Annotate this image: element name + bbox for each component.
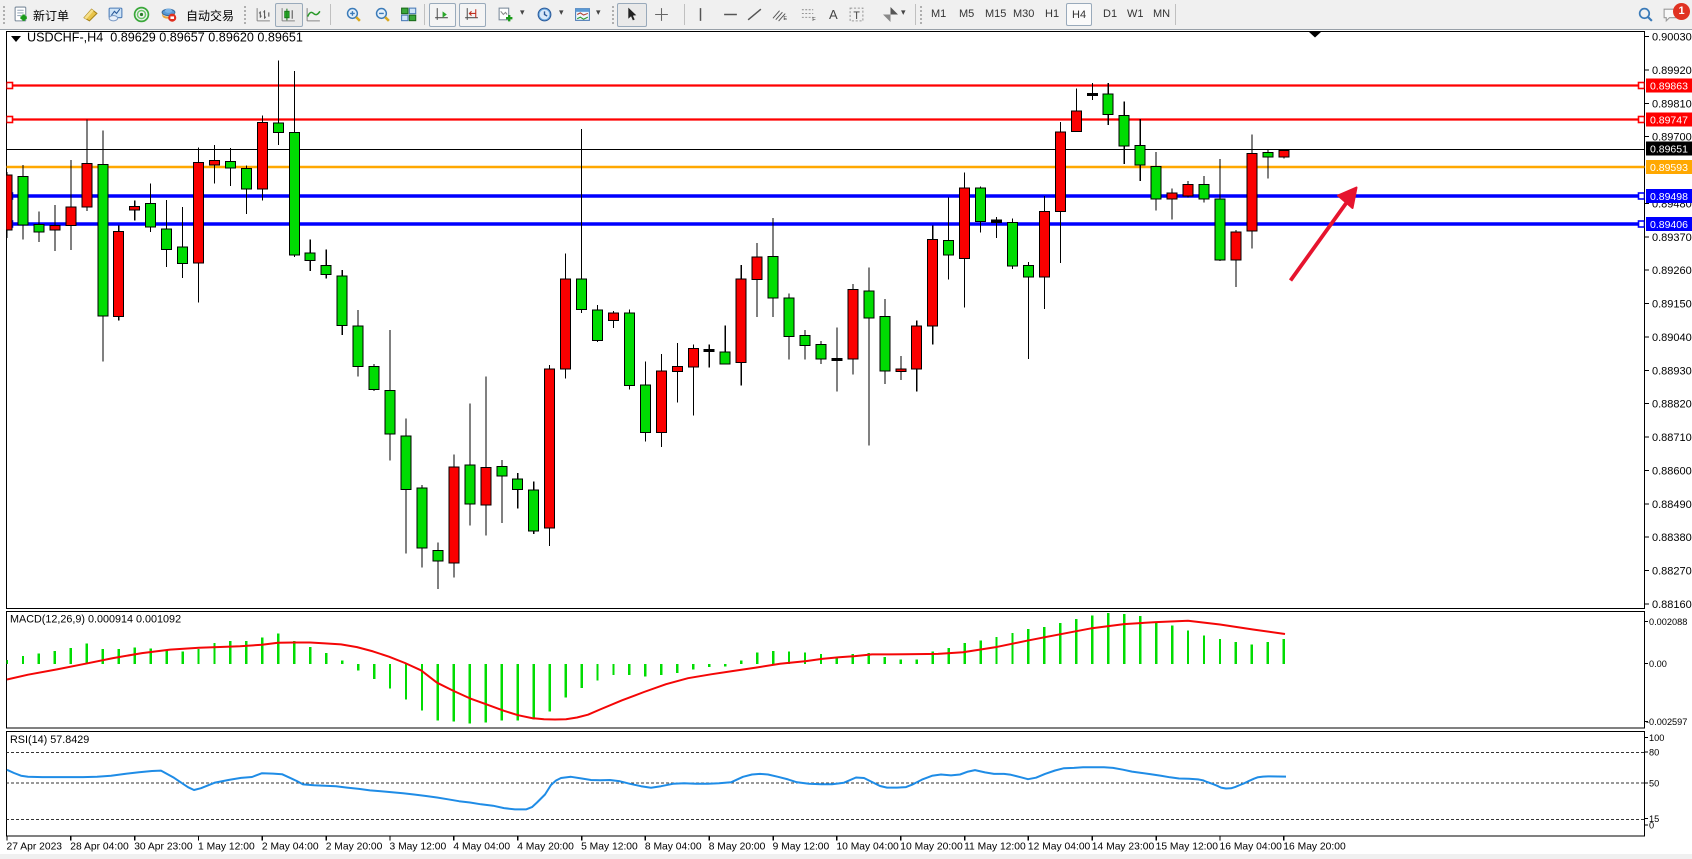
svg-text:0.88930: 0.88930	[1652, 365, 1692, 377]
svg-text:E: E	[783, 16, 787, 22]
svg-text:0.89863: 0.89863	[1650, 81, 1688, 93]
svg-text:4 May 20:00: 4 May 20:00	[517, 842, 574, 853]
svg-text:-0.002597: -0.002597	[1646, 717, 1687, 727]
svg-text:8 May 04:00: 8 May 04:00	[645, 842, 702, 853]
svg-text:15: 15	[1649, 814, 1659, 824]
svg-text:4 May 04:00: 4 May 04:00	[453, 842, 510, 853]
svg-text:0.002088: 0.002088	[1649, 617, 1687, 627]
svg-text:9 May 12:00: 9 May 12:00	[773, 842, 830, 853]
svg-text:0.90030: 0.90030	[1652, 32, 1692, 44]
svg-text:10 May 04:00: 10 May 04:00	[836, 842, 899, 853]
svg-text:0.88490: 0.88490	[1652, 499, 1692, 511]
svg-text:0.88820: 0.88820	[1652, 399, 1692, 411]
svg-text:3 May 12:00: 3 May 12:00	[390, 842, 447, 853]
svg-text:15 May 12:00: 15 May 12:00	[1156, 842, 1219, 853]
svg-text:27 Apr 2023: 27 Apr 2023	[7, 842, 63, 853]
svg-text:0.89651: 0.89651	[1650, 144, 1688, 156]
svg-text:10 May 20:00: 10 May 20:00	[900, 842, 963, 853]
svg-text:16 May 20:00: 16 May 20:00	[1283, 842, 1346, 853]
svg-text:RSI(14) 57.8429: RSI(14) 57.8429	[10, 734, 89, 746]
svg-text:T: T	[853, 10, 860, 22]
svg-text:5 May 12:00: 5 May 12:00	[581, 842, 638, 853]
svg-text:0.89150: 0.89150	[1652, 299, 1692, 311]
svg-text:0: 0	[1649, 821, 1654, 831]
svg-text:F: F	[812, 17, 816, 23]
svg-text:MACD(12,26,9) 0.000914 0.00109: MACD(12,26,9) 0.000914 0.001092	[10, 614, 181, 626]
svg-text:0.89747: 0.89747	[1650, 115, 1688, 127]
svg-text:1 May 12:00: 1 May 12:00	[198, 842, 255, 853]
svg-text:0.00: 0.00	[1649, 659, 1667, 669]
svg-text:2 May 20:00: 2 May 20:00	[326, 842, 383, 853]
svg-text:0.89040: 0.89040	[1652, 332, 1692, 344]
svg-text:16 May 04:00: 16 May 04:00	[1220, 842, 1283, 853]
svg-text:11 May 12:00: 11 May 12:00	[964, 842, 1026, 853]
svg-text:0.89498: 0.89498	[1650, 191, 1688, 203]
svg-text:0.89593: 0.89593	[1650, 162, 1688, 174]
svg-text:0.89370: 0.89370	[1652, 232, 1692, 244]
svg-text:0.88380: 0.88380	[1652, 532, 1692, 544]
svg-text:0.89810: 0.89810	[1652, 98, 1692, 110]
svg-text:30 Apr 23:00: 30 Apr 23:00	[134, 842, 193, 853]
svg-text:USDCHF-,H4 0.89629 0.89657 0.: USDCHF-,H4 0.89629 0.89657 0.89620 0.896…	[27, 31, 303, 45]
svg-text:12 May 04:00: 12 May 04:00	[1028, 842, 1091, 853]
svg-text:100: 100	[1649, 733, 1664, 743]
svg-text:80: 80	[1649, 747, 1659, 757]
svg-text:0.88710: 0.88710	[1652, 432, 1692, 444]
svg-text:0.88270: 0.88270	[1652, 566, 1692, 578]
svg-text:0.89260: 0.89260	[1652, 265, 1692, 277]
svg-text:50: 50	[1649, 778, 1659, 788]
svg-text:8 May 20:00: 8 May 20:00	[709, 842, 766, 853]
svg-text:0.89920: 0.89920	[1652, 65, 1692, 77]
svg-text:0.88600: 0.88600	[1652, 465, 1692, 477]
svg-text:0.89700: 0.89700	[1652, 132, 1692, 144]
svg-text:0.89406: 0.89406	[1650, 219, 1688, 231]
svg-text:28 Apr 04:00: 28 Apr 04:00	[70, 842, 129, 853]
svg-text:14 May 23:00: 14 May 23:00	[1092, 842, 1155, 853]
svg-text:0.88160: 0.88160	[1652, 599, 1692, 611]
svg-text:2 May 04:00: 2 May 04:00	[262, 842, 319, 853]
